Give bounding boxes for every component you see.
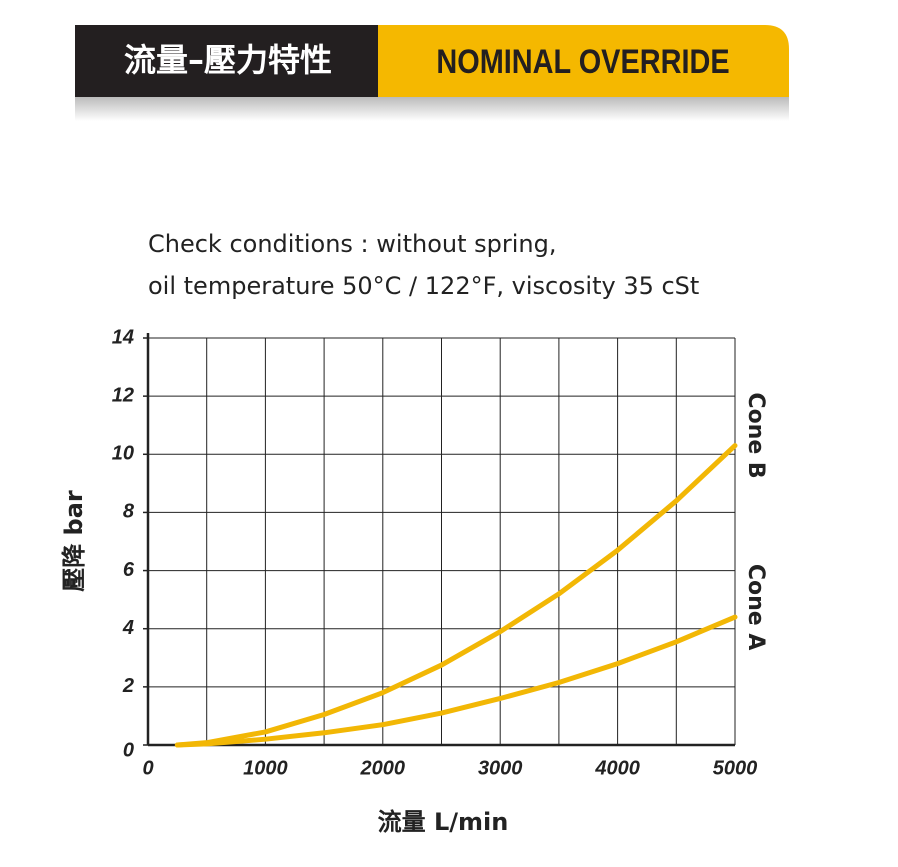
x-tick-label: 5000 <box>713 757 758 779</box>
x-tick-label: 0 <box>142 757 153 779</box>
y-tick-label: 6 <box>123 559 135 581</box>
header-title: 流量–壓力特性 <box>124 41 332 79</box>
header-right <box>378 25 789 97</box>
header-left <box>75 25 379 97</box>
chart-subtitle: Check conditions : without spring, <box>148 230 556 258</box>
y-tick-label: 2 <box>122 675 134 697</box>
x-tick-label: 2000 <box>360 757 406 779</box>
y-tick-label: 10 <box>112 443 134 465</box>
series-line <box>174 443 738 748</box>
y-tick-label: 0 <box>123 739 134 761</box>
x-tick-label: 4000 <box>594 757 640 779</box>
chart-subtitle: oil temperature 50°C / 122°F, viscosity … <box>148 272 699 300</box>
y-tick-label: 12 <box>112 384 134 406</box>
series-label: Cone B <box>743 392 768 478</box>
header-shadow <box>75 97 789 121</box>
y-tick-label: 14 <box>112 326 134 348</box>
series-line <box>174 614 738 748</box>
x-axis-label: 流量 L/min <box>378 808 509 836</box>
y-tick-label: 4 <box>122 617 134 639</box>
header-subtitle: NOMINAL OVERRIDE <box>436 42 729 81</box>
y-tick-label: 8 <box>123 501 135 523</box>
series-label: Cone A <box>743 564 768 651</box>
x-tick-label: 1000 <box>243 757 288 779</box>
y-axis-label: 壓降 bar <box>60 490 88 592</box>
x-tick-label: 3000 <box>478 757 523 779</box>
